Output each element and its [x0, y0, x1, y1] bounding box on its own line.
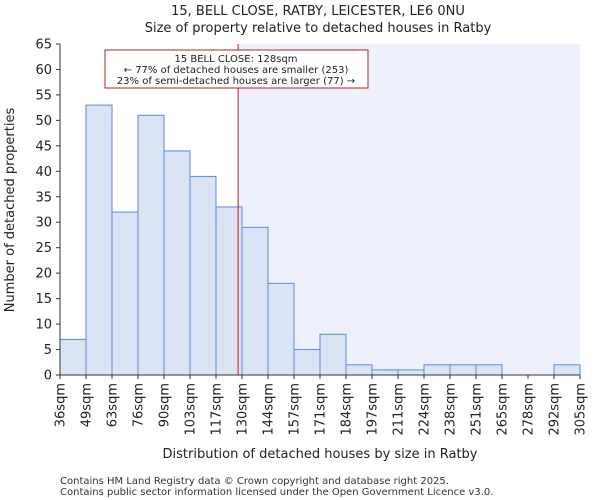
- bar-292sqm: [553, 364, 581, 376]
- bar-36sqm: [59, 338, 87, 376]
- x-tick-label: 278sqm: [522, 383, 537, 436]
- y-tick-label: 50: [35, 114, 52, 129]
- bar-144sqm: [267, 282, 295, 376]
- x-axis-label: Distribution of detached houses by size …: [163, 447, 478, 462]
- x-tick-label: 238sqm: [444, 383, 459, 436]
- bar-63sqm: [111, 211, 139, 376]
- annotation-line-1: 15 BELL CLOSE: 128sqm: [174, 54, 297, 65]
- y-tick-label: 20: [35, 267, 52, 282]
- footer-line-2: Contains public sector information licen…: [60, 487, 493, 498]
- bar-197sqm: [371, 369, 399, 376]
- footer-line-1: Contains HM Land Registry data © Crown c…: [60, 476, 449, 487]
- y-axis-label: Number of detached properties: [3, 108, 18, 313]
- y-tick-label: 25: [35, 241, 52, 256]
- bar-157sqm: [293, 349, 321, 376]
- x-tick-label: 171sqm: [314, 383, 329, 436]
- x-tick-label: 117sqm: [210, 383, 225, 436]
- x-tick-label: 49sqm: [80, 383, 95, 427]
- x-tick-label: 251sqm: [470, 383, 485, 436]
- y-tick-label: 10: [35, 318, 52, 333]
- highlight-region: [238, 44, 580, 375]
- x-tick-label: 63sqm: [106, 383, 121, 427]
- y-tick-label: 35: [35, 190, 52, 205]
- bar-211sqm: [397, 369, 425, 376]
- bar-251sqm: [475, 364, 503, 376]
- bar-171sqm: [319, 333, 347, 376]
- x-tick-label: 224sqm: [418, 383, 433, 436]
- bar-49sqm: [85, 104, 113, 376]
- bar-224sqm: [423, 364, 451, 376]
- x-ticks: 36sqm 49sqm 63sqm 76sqm 90sqm 103sqm 117sqm 130…: [54, 375, 589, 436]
- y-tick-label: 60: [35, 63, 52, 78]
- y-tick-label: 15: [35, 292, 52, 307]
- y-tick-label: 5: [44, 343, 52, 358]
- x-tick-label: 36sqm: [54, 383, 69, 427]
- chart-subtitle: Size of property relative to detached ho…: [145, 21, 492, 36]
- x-tick-label: 90sqm: [158, 383, 173, 427]
- x-tick-label: 103sqm: [184, 383, 199, 436]
- x-tick-label: 265sqm: [496, 383, 511, 436]
- y-tick-label: 55: [35, 88, 52, 103]
- annotation-line-2: ← 77% of detached houses are smaller (25…: [124, 65, 349, 76]
- bar-130sqm: [241, 226, 269, 376]
- y-tick-label: 0: [44, 369, 52, 384]
- annotation-box: [104, 49, 369, 89]
- y-tick-label: 45: [35, 139, 52, 154]
- bar-103sqm: [189, 175, 217, 376]
- x-tick-label: 305sqm: [574, 383, 589, 436]
- bar-238sqm: [449, 364, 477, 376]
- x-tick-label: 211sqm: [392, 383, 407, 436]
- x-tick-label: 76sqm: [132, 383, 147, 427]
- x-tick-label: 157sqm: [288, 383, 303, 436]
- y-tick-label: 65: [35, 38, 52, 53]
- bars-group: [59, 104, 581, 376]
- bar-90sqm: [163, 150, 191, 376]
- x-tick-label: 197sqm: [366, 383, 381, 436]
- x-tick-label: 184sqm: [340, 383, 355, 436]
- bar-184sqm: [345, 364, 373, 376]
- chart-title: 15, BELL CLOSE, RATBY, LEICESTER, LE6 0N…: [171, 4, 465, 19]
- x-tick-label: 130sqm: [236, 383, 251, 436]
- x-tick-label: 292sqm: [548, 383, 563, 436]
- y-ticks: 0 5 10 15 20 25 30 35 40 45 50 55 60 65: [35, 38, 60, 384]
- bar-76sqm: [137, 114, 165, 376]
- y-tick-label: 30: [35, 216, 52, 231]
- y-tick-label: 40: [35, 165, 52, 180]
- x-tick-label: 144sqm: [262, 383, 277, 436]
- annotation-line-3: 23% of semi-detached houses are larger (…: [117, 76, 355, 87]
